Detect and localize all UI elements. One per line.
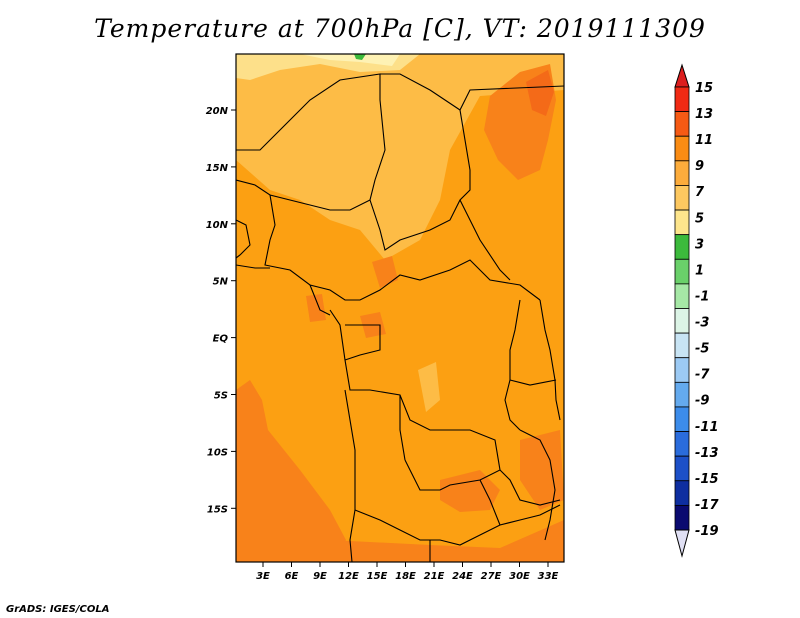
colorbar-swatch	[674, 308, 690, 334]
lon-tick-label: 30E	[509, 571, 530, 582]
lon-tick-label: 3E	[256, 571, 270, 582]
field-west-patch	[306, 294, 326, 322]
colorbar-swatch	[674, 357, 690, 383]
colorbar-swatch	[674, 406, 690, 432]
colorbar-swatch	[674, 480, 690, 506]
colorbar-label: -13	[695, 446, 719, 461]
colorbar-label: -3	[695, 316, 709, 331]
field-center-light	[418, 362, 440, 412]
lon-tick-label: 33E	[538, 571, 559, 582]
colorbar-label: -5	[695, 342, 709, 357]
country-borders	[236, 73, 564, 562]
colorbar-swatch	[674, 455, 690, 482]
colorbar-label: -19	[695, 524, 719, 539]
colorbar-label: 11	[695, 133, 713, 148]
colorbar: 15 13 11 9 7 5 3 1 -1 -3 -5 -7 -9 -11 -13 -15 -17 -19	[674, 63, 719, 558]
colorbar-swatch	[674, 135, 690, 162]
colorbar-swatch	[674, 86, 690, 113]
lat-tick-label: 10S	[207, 447, 228, 458]
lat-tick-label: 5S	[214, 391, 228, 402]
lat-tick-label: 5N	[213, 277, 229, 288]
colorbar-swatch	[674, 504, 690, 531]
colorbar-swatch	[674, 234, 690, 260]
colorbar-label: 3	[695, 237, 704, 252]
colorbar-label: 7	[695, 185, 705, 200]
colorbar-swatch	[674, 258, 690, 285]
lon-tick-label: 15E	[367, 571, 388, 582]
colorbar-swatch	[674, 381, 690, 408]
colorbar-label: 15	[695, 81, 713, 96]
colorbar-label: -7	[695, 368, 710, 383]
colorbar-swatch	[674, 111, 690, 137]
colorbar-swatch	[674, 209, 690, 236]
colorbar-swatch	[674, 283, 690, 309]
colorbar-label: 1	[695, 263, 704, 278]
lon-tick-label: 6E	[285, 571, 299, 582]
colorbar-label: -11	[695, 420, 719, 435]
lon-tick-label: 27E	[481, 571, 502, 582]
colorbar-label: 9	[695, 159, 704, 174]
field-north-green	[354, 54, 366, 60]
longitude-axis: 3E 6E 9E 12E 15E 18E 21E 24E 27E 30E 33E	[256, 562, 559, 582]
lat-tick-label: EQ	[213, 334, 229, 345]
colorbar-top-arrow	[674, 63, 690, 88]
colorbar-bottom-arrow	[674, 529, 690, 558]
lon-tick-label: 12E	[338, 571, 359, 582]
lon-tick-label: 24E	[452, 571, 473, 582]
colorbar-swatch	[674, 185, 690, 211]
latitude-axis: 20N 15N 10N 5N EQ 5S 10S 15S	[206, 106, 236, 515]
map-title: Temperature at 700hPa [C], VT: 201911130…	[94, 14, 706, 43]
lat-tick-label: 15S	[207, 504, 228, 515]
lat-tick-label: 20N	[206, 106, 229, 117]
colorbar-swatch	[674, 431, 690, 457]
lat-tick-label: 10N	[206, 220, 229, 231]
lon-tick-label: 18E	[395, 571, 416, 582]
field-se-patch-2	[520, 430, 564, 510]
field-ne-13c	[526, 70, 554, 116]
field-north-7c	[236, 54, 564, 260]
map-frame	[235, 53, 565, 563]
colorbar-swatch	[674, 160, 690, 186]
colorbar-swatch	[674, 332, 690, 359]
colorbar-label: -17	[695, 498, 719, 513]
colorbar-label: -9	[695, 394, 709, 409]
lon-tick-label: 21E	[424, 571, 445, 582]
colorbar-label: -15	[695, 472, 719, 487]
colorbar-label: -1	[695, 289, 709, 304]
field-center-patch	[372, 256, 398, 288]
credit-label: GrADS: IGES/COLA	[6, 604, 110, 615]
temperature-field	[236, 54, 564, 562]
field-north-3c	[300, 54, 400, 66]
field-se-patch	[440, 470, 500, 512]
field-sw-11c	[236, 380, 346, 562]
lat-tick-label: 15N	[206, 163, 229, 174]
lon-tick-label: 9E	[313, 571, 327, 582]
colorbar-label: 5	[695, 211, 704, 226]
colorbar-label: 13	[695, 107, 713, 122]
field-sw-south	[330, 520, 564, 562]
